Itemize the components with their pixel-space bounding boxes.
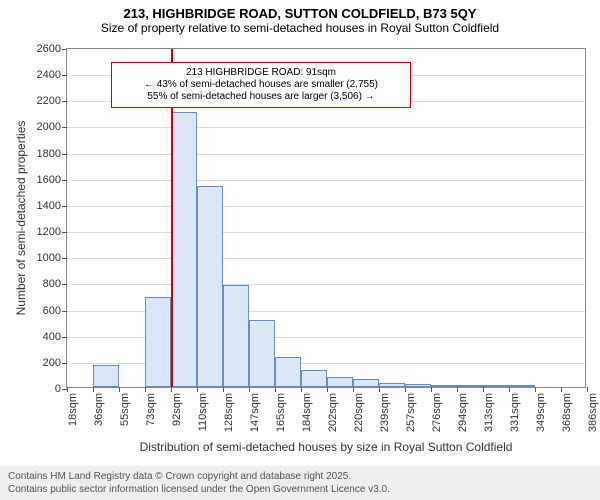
x-tick-label: 184sqm bbox=[301, 393, 313, 432]
histogram-bar bbox=[249, 320, 275, 387]
footer: Contains HM Land Registry data © Crown c… bbox=[0, 466, 600, 500]
y-tick-label: 1400 bbox=[37, 200, 67, 212]
y-tick-label: 2200 bbox=[37, 95, 67, 107]
histogram-bar bbox=[483, 385, 509, 387]
histogram-bar bbox=[223, 285, 249, 387]
annotation-box: 213 HIGHBRIDGE ROAD: 91sqm ← 43% of semi… bbox=[111, 62, 411, 108]
chart-subtitle: Size of property relative to semi-detach… bbox=[0, 21, 600, 39]
plot-area: 0200400600800100012001400160018002000220… bbox=[66, 48, 586, 388]
gridline bbox=[67, 232, 585, 233]
y-tick-label: 800 bbox=[43, 278, 67, 290]
x-tick-label: 92sqm bbox=[171, 393, 183, 426]
x-tick-label: 202sqm bbox=[327, 393, 339, 432]
x-tick-label: 18sqm bbox=[67, 393, 79, 426]
y-tick-label: 2400 bbox=[37, 69, 67, 81]
x-tick-label: 257sqm bbox=[405, 393, 417, 432]
y-axis-title: Number of semi-detached properties bbox=[14, 48, 28, 388]
gridline bbox=[67, 180, 585, 181]
x-tick-label: 349sqm bbox=[535, 393, 547, 432]
x-tick bbox=[327, 387, 328, 392]
histogram-bar bbox=[327, 377, 353, 387]
x-tick-label: 220sqm bbox=[353, 393, 365, 432]
annotation-line3: 55% of semi-detached houses are larger (… bbox=[118, 91, 404, 103]
histogram-bar bbox=[509, 385, 535, 387]
x-tick bbox=[353, 387, 354, 392]
histogram-bar bbox=[431, 385, 457, 387]
x-axis-title: Distribution of semi-detached houses by … bbox=[66, 440, 586, 454]
x-tick-label: 36sqm bbox=[93, 393, 105, 426]
x-tick bbox=[119, 387, 120, 392]
y-tick-label: 400 bbox=[43, 331, 67, 343]
x-tick-label: 294sqm bbox=[457, 393, 469, 432]
x-tick bbox=[301, 387, 302, 392]
x-tick-label: 386sqm bbox=[587, 393, 599, 432]
histogram-bar bbox=[379, 383, 405, 387]
gridline bbox=[67, 206, 585, 207]
y-tick-label: 1200 bbox=[37, 226, 67, 238]
histogram-bar bbox=[275, 357, 301, 387]
gridline bbox=[67, 284, 585, 285]
x-tick bbox=[145, 387, 146, 392]
chart-container: 213, HIGHBRIDGE ROAD, SUTTON COLDFIELD, … bbox=[0, 0, 600, 500]
annotation-line2: ← 43% of semi-detached houses are smalle… bbox=[118, 79, 404, 91]
x-tick bbox=[379, 387, 380, 392]
x-tick bbox=[275, 387, 276, 392]
y-tick-label: 200 bbox=[43, 357, 67, 369]
x-tick bbox=[197, 387, 198, 392]
x-tick bbox=[457, 387, 458, 392]
x-tick bbox=[223, 387, 224, 392]
x-tick-label: 55sqm bbox=[119, 393, 131, 426]
x-tick-label: 73sqm bbox=[145, 393, 157, 426]
y-tick-label: 0 bbox=[55, 383, 67, 395]
gridline bbox=[67, 127, 585, 128]
y-tick-label: 1600 bbox=[37, 174, 67, 186]
x-tick-label: 110sqm bbox=[197, 393, 209, 431]
y-tick-label: 2000 bbox=[37, 121, 67, 133]
x-tick-label: 147sqm bbox=[249, 393, 261, 432]
x-tick bbox=[561, 387, 562, 392]
y-tick-label: 1000 bbox=[37, 252, 67, 264]
histogram-bar bbox=[301, 370, 327, 387]
y-tick-label: 1800 bbox=[37, 148, 67, 160]
histogram-bar bbox=[145, 297, 171, 387]
x-tick bbox=[483, 387, 484, 392]
footer-line1: Contains HM Land Registry data © Crown c… bbox=[8, 470, 592, 483]
histogram-bar bbox=[353, 379, 379, 387]
x-tick-label: 165sqm bbox=[275, 393, 287, 432]
histogram-bar bbox=[457, 385, 483, 387]
footer-line2: Contains public sector information licen… bbox=[8, 483, 592, 496]
x-tick bbox=[171, 387, 172, 392]
gridline bbox=[67, 258, 585, 259]
x-tick bbox=[431, 387, 432, 392]
x-tick bbox=[509, 387, 510, 392]
annotation-line1: 213 HIGHBRIDGE ROAD: 91sqm bbox=[118, 67, 404, 79]
histogram-bar bbox=[197, 186, 223, 387]
x-tick-label: 368sqm bbox=[561, 393, 573, 432]
histogram-bar bbox=[171, 112, 197, 387]
x-tick-label: 239sqm bbox=[379, 393, 391, 432]
x-tick-label: 313sqm bbox=[483, 393, 495, 432]
x-tick bbox=[67, 387, 68, 392]
y-tick-label: 2600 bbox=[37, 43, 67, 55]
x-tick-label: 276sqm bbox=[431, 393, 443, 432]
x-tick bbox=[535, 387, 536, 392]
x-tick bbox=[405, 387, 406, 392]
x-tick-label: 128sqm bbox=[223, 393, 235, 432]
x-tick bbox=[587, 387, 588, 392]
x-tick bbox=[93, 387, 94, 392]
y-tick-label: 600 bbox=[43, 305, 67, 317]
histogram-bar bbox=[405, 384, 431, 387]
x-tick-label: 331sqm bbox=[509, 393, 521, 432]
gridline bbox=[67, 154, 585, 155]
chart-title: 213, HIGHBRIDGE ROAD, SUTTON COLDFIELD, … bbox=[0, 0, 600, 21]
x-tick bbox=[249, 387, 250, 392]
histogram-bar bbox=[93, 365, 119, 387]
